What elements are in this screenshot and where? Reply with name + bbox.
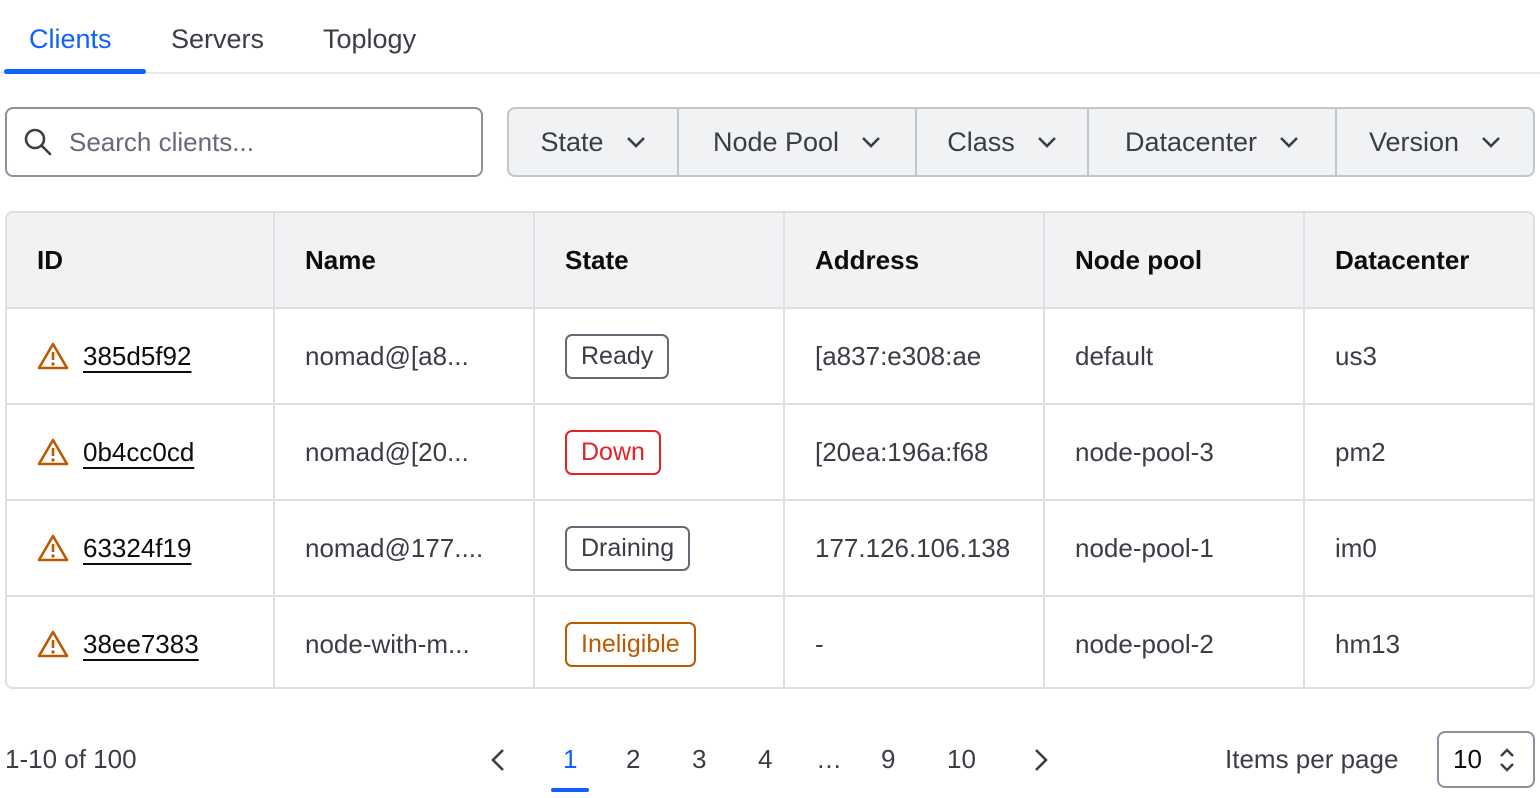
- warning-icon: [37, 534, 69, 562]
- page-10[interactable]: 10: [947, 744, 976, 774]
- client-datacenter: hm13: [1335, 628, 1401, 659]
- filter-label: Version: [1368, 126, 1460, 157]
- warning-icon: [37, 342, 69, 370]
- client-id-link[interactable]: 385d5f92: [83, 340, 192, 371]
- table-row[interactable]: 0b4cc0cd nomad@[20... Down [20ea:196a:f6…: [7, 403, 1533, 499]
- client-id-link[interactable]: 63324f19: [83, 532, 192, 563]
- current-page-indicator: [551, 788, 589, 792]
- status-badge: Ineligible: [565, 621, 696, 667]
- chevron-right-icon[interactable]: [1033, 748, 1049, 772]
- client-name: nomad@[20...: [275, 405, 535, 499]
- client-node-pool: node-pool-1: [1045, 501, 1305, 595]
- table-row[interactable]: 385d5f92 nomad@[a8... Ready [a837:e308:a…: [7, 307, 1533, 403]
- chevron-down-icon: [862, 137, 880, 148]
- column-header-datacenter[interactable]: Datacenter: [1335, 244, 1470, 275]
- search-input[interactable]: [69, 126, 449, 158]
- page-1[interactable]: 1: [563, 744, 578, 774]
- chevron-down-icon: [626, 137, 645, 148]
- active-tab-indicator: [4, 69, 146, 74]
- chevron-down-icon: [1482, 137, 1500, 148]
- status-badge: Ready: [565, 333, 670, 379]
- filter-label: Class: [947, 126, 1015, 157]
- tab-clients[interactable]: Clients: [29, 24, 112, 54]
- filter-group: State Node Pool Class Datacenter Version: [507, 107, 1535, 177]
- table-row[interactable]: 38ee7383 node-with-m... Ineligible - nod…: [7, 595, 1533, 687]
- pagination-summary: 1-10 of 100: [5, 744, 137, 774]
- search-icon: [24, 128, 52, 156]
- warning-icon: [37, 630, 69, 658]
- items-per-page-value: 10: [1453, 744, 1482, 774]
- filter-class[interactable]: Class: [917, 109, 1089, 175]
- column-header-id[interactable]: ID: [7, 213, 275, 307]
- filter-version[interactable]: Version: [1337, 109, 1533, 175]
- items-per-page-select[interactable]: 10: [1437, 731, 1535, 788]
- page-ellipsis: …: [816, 744, 842, 774]
- pagination-footer: 1-10 of 100 1 2 3 4 … 9 10 Items per page 10: [0, 730, 1540, 792]
- client-address: [20ea:196a:f68: [785, 405, 1045, 499]
- tab-servers[interactable]: Servers: [171, 24, 265, 54]
- client-node-pool: default: [1045, 309, 1305, 403]
- status-badge: Down: [565, 429, 661, 475]
- tab-topology[interactable]: Toplogy: [323, 24, 417, 54]
- page-9[interactable]: 9: [881, 744, 896, 774]
- client-address: -: [785, 597, 1045, 687]
- table-row[interactable]: 63324f19 nomad@177.... Draining 177.126.…: [7, 499, 1533, 595]
- filter-label: State: [540, 126, 604, 157]
- client-datacenter: us3: [1335, 340, 1377, 371]
- search-box: [5, 107, 483, 177]
- status-badge: Draining: [565, 525, 691, 571]
- client-address: 177.126.106.138: [785, 501, 1045, 595]
- column-header-address[interactable]: Address: [785, 213, 1045, 307]
- client-address: [a837:e308:ae: [785, 309, 1045, 403]
- client-name: nomad@177....: [275, 501, 535, 595]
- client-node-pool: node-pool-2: [1045, 597, 1305, 687]
- filter-state[interactable]: State: [509, 109, 679, 175]
- filter-node-pool[interactable]: Node Pool: [679, 109, 917, 175]
- chevron-up-down-icon: [1500, 747, 1514, 772]
- client-id-link[interactable]: 38ee7383: [83, 628, 199, 659]
- client-name: nomad@[a8...: [275, 309, 535, 403]
- page-2[interactable]: 2: [626, 744, 641, 774]
- filter-label: Datacenter: [1124, 126, 1258, 157]
- filter-label: Node Pool: [712, 126, 840, 157]
- client-name: node-with-m...: [275, 597, 535, 687]
- client-id-link[interactable]: 0b4cc0cd: [83, 436, 195, 467]
- warning-icon: [37, 438, 69, 466]
- client-datacenter: pm2: [1335, 436, 1386, 467]
- items-per-page-label: Items per page: [1225, 744, 1399, 774]
- chevron-down-icon: [1037, 137, 1056, 148]
- filter-datacenter[interactable]: Datacenter: [1089, 109, 1337, 175]
- tab-bar: Clients Servers Toplogy: [0, 0, 1540, 74]
- column-header-name[interactable]: Name: [275, 213, 535, 307]
- client-node-pool: node-pool-3: [1045, 405, 1305, 499]
- page-4[interactable]: 4: [758, 744, 773, 774]
- page-3[interactable]: 3: [692, 744, 707, 774]
- table-header: ID Name State Address Node pool Datacent…: [7, 213, 1533, 307]
- column-header-state[interactable]: State: [535, 213, 785, 307]
- client-datacenter: im0: [1335, 532, 1377, 563]
- chevron-left-icon[interactable]: [490, 748, 506, 772]
- chevron-down-icon: [1280, 137, 1298, 148]
- column-header-node-pool[interactable]: Node pool: [1045, 213, 1305, 307]
- clients-table: ID Name State Address Node pool Datacent…: [5, 211, 1535, 689]
